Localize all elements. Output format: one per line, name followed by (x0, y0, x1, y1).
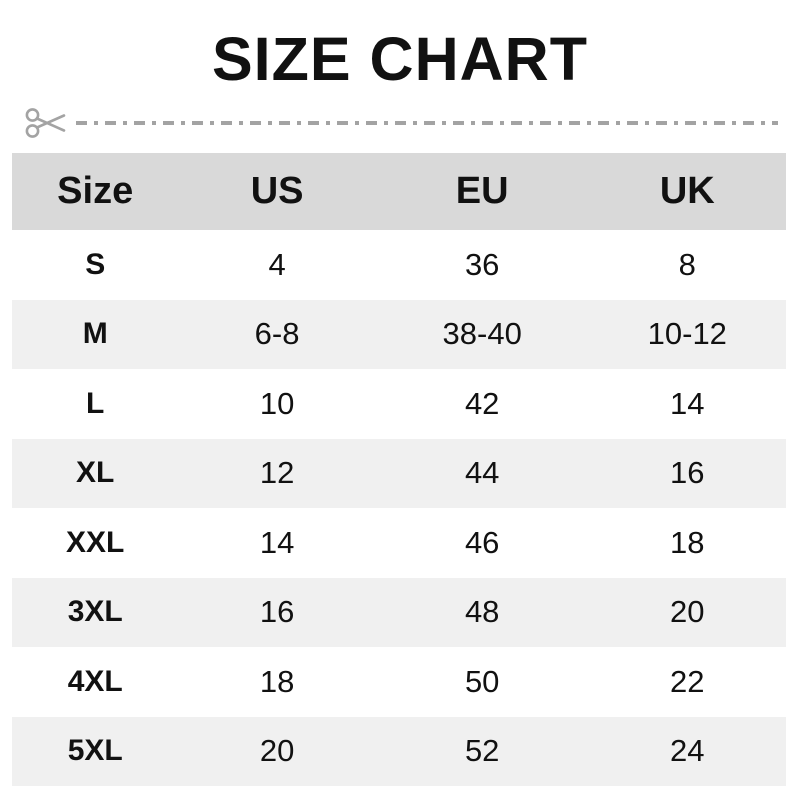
value-cell: 10-12 (647, 316, 727, 352)
size-label-cell: L (86, 386, 105, 420)
table-row: 5XL 20 52 24 (12, 716, 786, 787)
value-cell: 42 (464, 385, 500, 421)
value-cell: 44 (464, 455, 500, 491)
dashed-cut-line (76, 121, 778, 126)
value-cell: 4 (268, 246, 286, 282)
value-cell: 20 (670, 594, 705, 630)
table-row: XL 12 44 16 (12, 438, 786, 509)
value-cell: 20 (259, 733, 295, 769)
size-label-cell: XXL (66, 525, 125, 559)
value-cell: 50 (464, 663, 500, 699)
value-cell: 24 (670, 733, 705, 769)
value-cell: 14 (670, 385, 705, 421)
cut-line (24, 103, 778, 143)
value-cell: 22 (670, 663, 705, 699)
table-header-row: Size US EU UK (12, 153, 786, 231)
size-label-cell: XL (76, 456, 115, 490)
value-cell: 10 (259, 385, 295, 421)
value-cell: 52 (464, 733, 500, 769)
size-label-cell: S (85, 247, 106, 281)
column-header: Size (57, 170, 134, 213)
value-cell: 18 (670, 524, 705, 560)
scissors-icon (24, 105, 70, 141)
table-row: 3XL 16 48 20 (12, 577, 786, 648)
value-cell: 18 (259, 663, 295, 699)
value-cell: 6-8 (254, 316, 300, 352)
value-cell: 48 (464, 594, 500, 630)
column-header: US (250, 170, 304, 213)
value-cell: 12 (259, 455, 295, 491)
table-body: S 4 36 8 M 6-8 38-40 10-12 L 10 42 14 XL 12 44 16 XXL 14 4… (12, 230, 786, 787)
table-row: M 6-8 38-40 10-12 (12, 299, 786, 370)
value-cell: 16 (259, 594, 295, 630)
size-label-cell: 4XL (67, 664, 123, 698)
table-row: S 4 36 8 (12, 230, 786, 300)
value-cell: 36 (464, 246, 500, 282)
table-row: L 10 42 14 (12, 369, 786, 439)
size-table: Size US EU UK S 4 36 8 M 6-8 38-40 10-12 L 10 42 14 XL 1… (12, 153, 786, 787)
value-cell: 46 (464, 524, 500, 560)
value-cell: 38-40 (442, 316, 522, 352)
table-row: XXL 14 46 18 (12, 508, 786, 578)
column-header: EU (455, 170, 509, 213)
table-row: 4XL 18 50 22 (12, 647, 786, 717)
value-cell: 16 (670, 455, 705, 491)
size-label-cell: M (82, 317, 108, 351)
column-header: UK (659, 170, 715, 213)
size-label-cell: 3XL (67, 595, 123, 629)
size-label-cell: 5XL (67, 734, 123, 768)
value-cell: 8 (678, 246, 696, 282)
value-cell: 14 (259, 524, 295, 560)
page-title: SIZE CHART (212, 25, 588, 93)
